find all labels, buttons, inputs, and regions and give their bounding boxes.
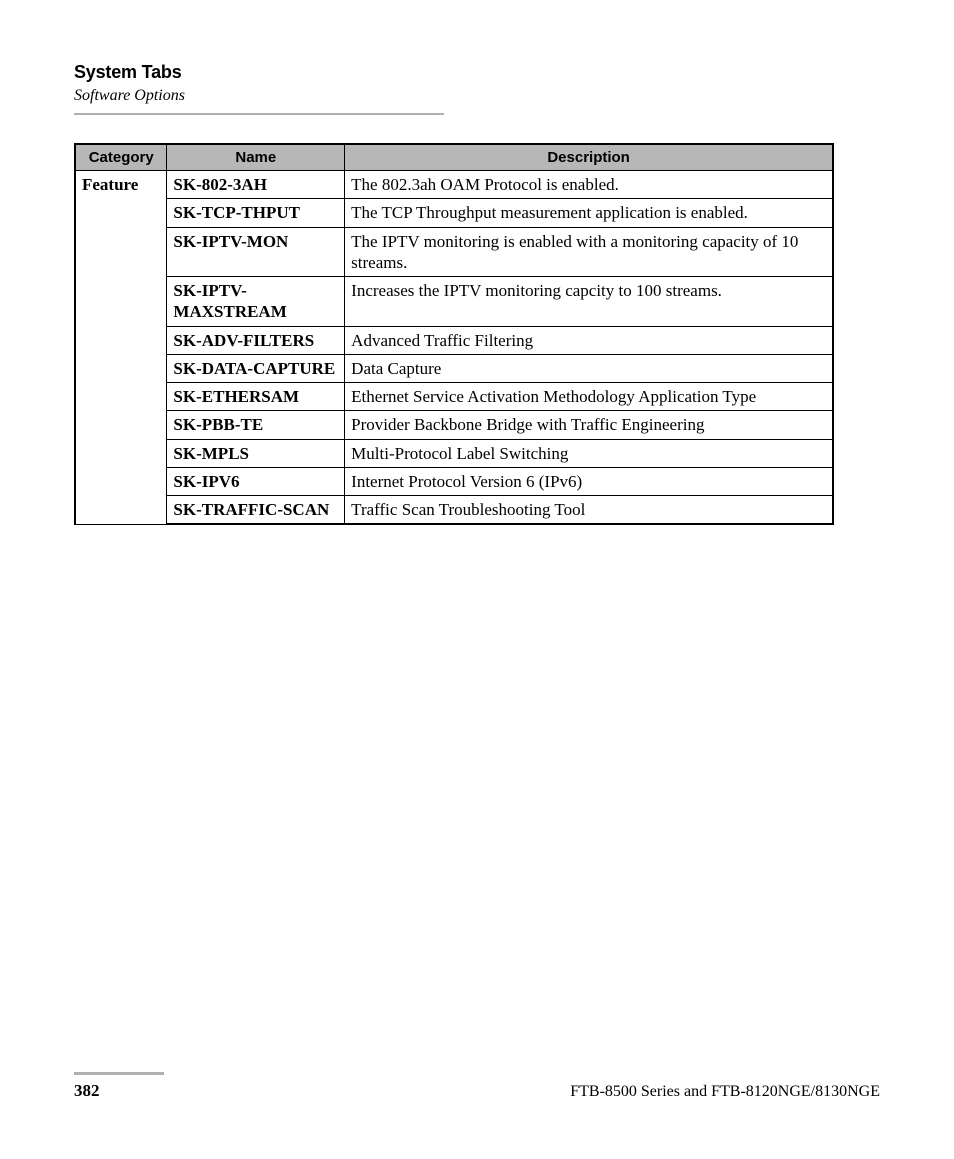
feature-desc: Increases the IPTV monitoring capcity to… — [345, 277, 833, 327]
page-number: 382 — [74, 1081, 100, 1101]
product-line: FTB-8500 Series and FTB-8120NGE/8130NGE — [570, 1083, 880, 1101]
header-divider — [74, 113, 444, 115]
feature-name: SK-IPV6 — [167, 467, 345, 495]
table-row: SK-PBB-TE Provider Backbone Bridge with … — [75, 411, 833, 439]
feature-desc: Advanced Traffic Filtering — [345, 326, 833, 354]
feature-desc: Multi-Protocol Label Switching — [345, 439, 833, 467]
feature-desc: The 802.3ah OAM Protocol is enabled. — [345, 171, 833, 199]
feature-name: SK-PBB-TE — [167, 411, 345, 439]
table-row: SK-IPV6 Internet Protocol Version 6 (IPv… — [75, 467, 833, 495]
feature-desc: Traffic Scan Troubleshooting Tool — [345, 496, 833, 525]
software-options-table: Category Name Description Feature SK-802… — [74, 143, 834, 525]
col-header-name: Name — [167, 144, 345, 171]
feature-name: SK-MPLS — [167, 439, 345, 467]
feature-desc: Internet Protocol Version 6 (IPv6) — [345, 467, 833, 495]
footer-divider — [74, 1072, 164, 1075]
feature-name: SK-IPTV-MON — [167, 227, 345, 277]
table-row: SK-TRAFFIC-SCAN Traffic Scan Troubleshoo… — [75, 496, 833, 525]
feature-name: SK-TCP-THPUT — [167, 199, 345, 227]
document-page: System Tabs Software Options Category Na… — [0, 0, 954, 1159]
section-subtitle: Software Options — [74, 87, 880, 105]
feature-name: SK-ETHERSAM — [167, 383, 345, 411]
table-row: Feature SK-802-3AH The 802.3ah OAM Proto… — [75, 171, 833, 199]
feature-desc: The TCP Throughput measurement applicati… — [345, 199, 833, 227]
table-header-row: Category Name Description — [75, 144, 833, 171]
feature-desc: Data Capture — [345, 354, 833, 382]
section-title: System Tabs — [74, 62, 880, 83]
page-footer: 382 FTB-8500 Series and FTB-8120NGE/8130… — [74, 1072, 880, 1101]
table-row: SK-IPTV-MON The IPTV monitoring is enabl… — [75, 227, 833, 277]
table-row: SK-TCP-THPUT The TCP Throughput measurem… — [75, 199, 833, 227]
feature-name: SK-TRAFFIC-SCAN — [167, 496, 345, 525]
feature-name: SK-802-3AH — [167, 171, 345, 199]
feature-name: SK-ADV-FILTERS — [167, 326, 345, 354]
table-row: SK-IPTV-MAXSTREAM Increases the IPTV mon… — [75, 277, 833, 327]
feature-name: SK-IPTV-MAXSTREAM — [167, 277, 345, 327]
table-row: SK-ADV-FILTERS Advanced Traffic Filterin… — [75, 326, 833, 354]
feature-desc: Provider Backbone Bridge with Traffic En… — [345, 411, 833, 439]
col-header-category: Category — [75, 144, 167, 171]
category-cell: Feature — [75, 171, 167, 525]
feature-desc: Ethernet Service Activation Methodology … — [345, 383, 833, 411]
table-row: SK-MPLS Multi-Protocol Label Switching — [75, 439, 833, 467]
feature-name: SK-DATA-CAPTURE — [167, 354, 345, 382]
table-row: SK-DATA-CAPTURE Data Capture — [75, 354, 833, 382]
table-row: SK-ETHERSAM Ethernet Service Activation … — [75, 383, 833, 411]
feature-desc: The IPTV monitoring is enabled with a mo… — [345, 227, 833, 277]
col-header-description: Description — [345, 144, 833, 171]
